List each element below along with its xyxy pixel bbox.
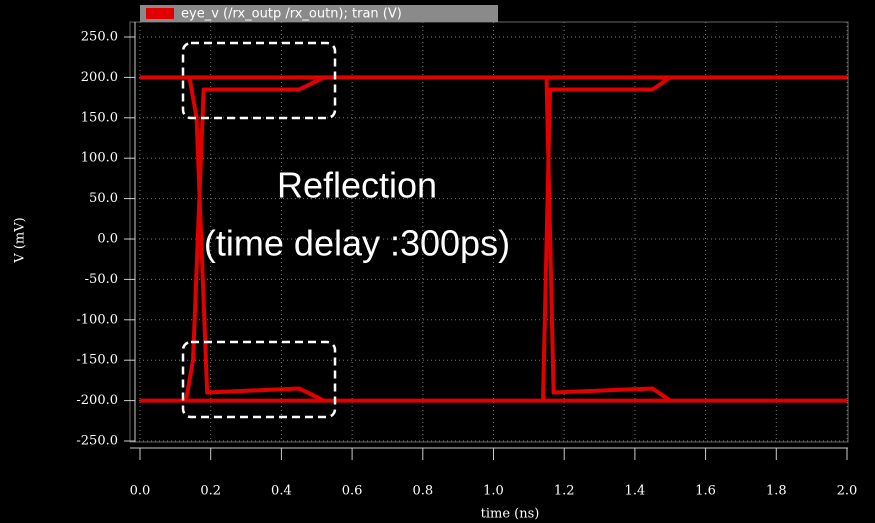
x-tick-label: 0.8 [412,484,433,499]
x-tick-label: 2.0 [837,484,858,499]
x-tick-label: 1.2 [554,484,575,499]
trace [540,75,672,401]
x-tick-label: 1.0 [483,484,504,499]
trace [183,75,325,401]
trace [544,77,672,403]
y-tick-label: -100.0 [76,312,118,327]
legend-swatch [146,8,174,19]
plot-area [129,21,849,443]
y-axis-label: V (mV) [13,217,28,263]
highlight-box [181,41,337,120]
annotation: Reflection [277,165,437,206]
y-tick-label: -200.0 [76,393,118,408]
y-tick-label: 250.0 [81,30,118,45]
trace [187,77,325,403]
legend [140,5,498,22]
x-axis-label: time (ns) [481,507,540,522]
y-tick-label: 200.0 [81,70,118,85]
x-tick-label: 0.4 [271,484,292,499]
x-tick-label: 0.2 [200,484,221,499]
y-tick-label: 0.0 [97,232,118,247]
y-tick-label: -150.0 [76,353,118,368]
x-tick-label: 1.6 [695,484,716,499]
x-tick-label: 1.8 [766,484,787,499]
y-tick-label: -250.0 [76,434,118,449]
legend-label: eye_v (/rx_outp /rx_outn); tran (V) [181,7,402,22]
x-tick-label: 0.6 [342,484,363,499]
y-tick-label: 50.0 [89,191,118,206]
traces [140,75,847,403]
y-tick-label: 100.0 [81,151,118,166]
annotation: (time delay :300ps) [204,223,510,264]
y-tick-label: -50.0 [85,272,118,287]
y-tick-label: 150.0 [81,110,118,125]
highlight-box [181,340,337,419]
x-tick-label: 0.0 [130,484,151,499]
x-tick-label: 1.4 [625,484,646,499]
